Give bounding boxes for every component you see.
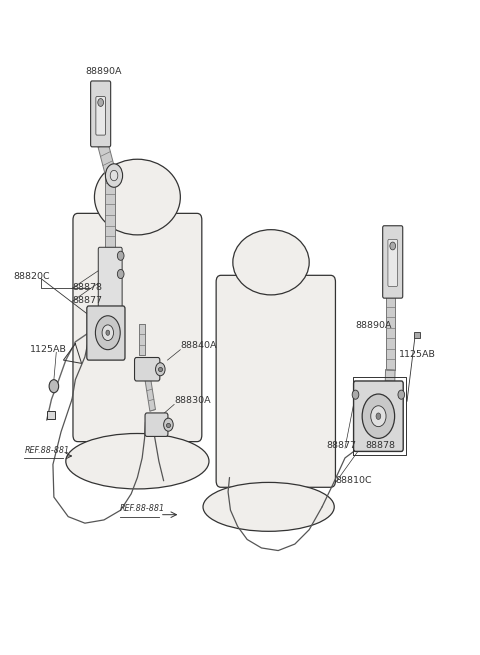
Circle shape [117, 269, 124, 278]
Circle shape [106, 330, 110, 335]
Text: 1125AB: 1125AB [398, 350, 435, 359]
Circle shape [376, 413, 381, 419]
FancyBboxPatch shape [134, 358, 160, 381]
Ellipse shape [203, 482, 334, 531]
Ellipse shape [66, 434, 209, 489]
Text: 88877: 88877 [327, 441, 357, 450]
FancyBboxPatch shape [87, 306, 125, 360]
Text: 1125AB: 1125AB [30, 345, 67, 354]
Polygon shape [98, 143, 115, 175]
Text: 88830A: 88830A [174, 396, 211, 405]
FancyBboxPatch shape [73, 214, 202, 441]
Polygon shape [139, 324, 145, 355]
Polygon shape [385, 296, 395, 370]
Circle shape [117, 251, 124, 260]
Text: 88820C: 88820C [13, 272, 50, 280]
Circle shape [106, 164, 122, 187]
Circle shape [390, 242, 396, 250]
FancyBboxPatch shape [383, 226, 403, 298]
Circle shape [98, 98, 104, 106]
Circle shape [398, 390, 405, 400]
FancyBboxPatch shape [96, 97, 106, 135]
Ellipse shape [233, 230, 309, 295]
Text: REF.88-881: REF.88-881 [120, 504, 165, 514]
Text: 88878: 88878 [365, 441, 395, 450]
Ellipse shape [95, 159, 180, 235]
Text: 88810C: 88810C [336, 476, 372, 485]
Circle shape [164, 418, 173, 431]
Text: 88877: 88877 [72, 295, 102, 305]
FancyBboxPatch shape [91, 81, 111, 147]
FancyBboxPatch shape [145, 413, 168, 436]
FancyBboxPatch shape [388, 240, 397, 286]
Text: REF.88-881: REF.88-881 [24, 445, 70, 455]
Circle shape [156, 363, 165, 376]
Circle shape [102, 325, 114, 341]
Circle shape [362, 394, 395, 438]
Circle shape [96, 316, 120, 350]
FancyBboxPatch shape [98, 248, 122, 313]
Circle shape [352, 390, 359, 400]
FancyBboxPatch shape [354, 381, 403, 451]
Text: 88890A: 88890A [85, 67, 121, 77]
FancyBboxPatch shape [216, 275, 336, 487]
Polygon shape [47, 411, 55, 419]
Text: 88890A: 88890A [356, 320, 392, 329]
Polygon shape [105, 172, 116, 290]
Polygon shape [145, 379, 156, 411]
Circle shape [49, 380, 59, 393]
Polygon shape [384, 369, 395, 426]
Text: 88878: 88878 [72, 283, 102, 291]
Circle shape [110, 170, 118, 181]
Circle shape [371, 405, 386, 426]
Text: 88840A: 88840A [180, 341, 217, 350]
